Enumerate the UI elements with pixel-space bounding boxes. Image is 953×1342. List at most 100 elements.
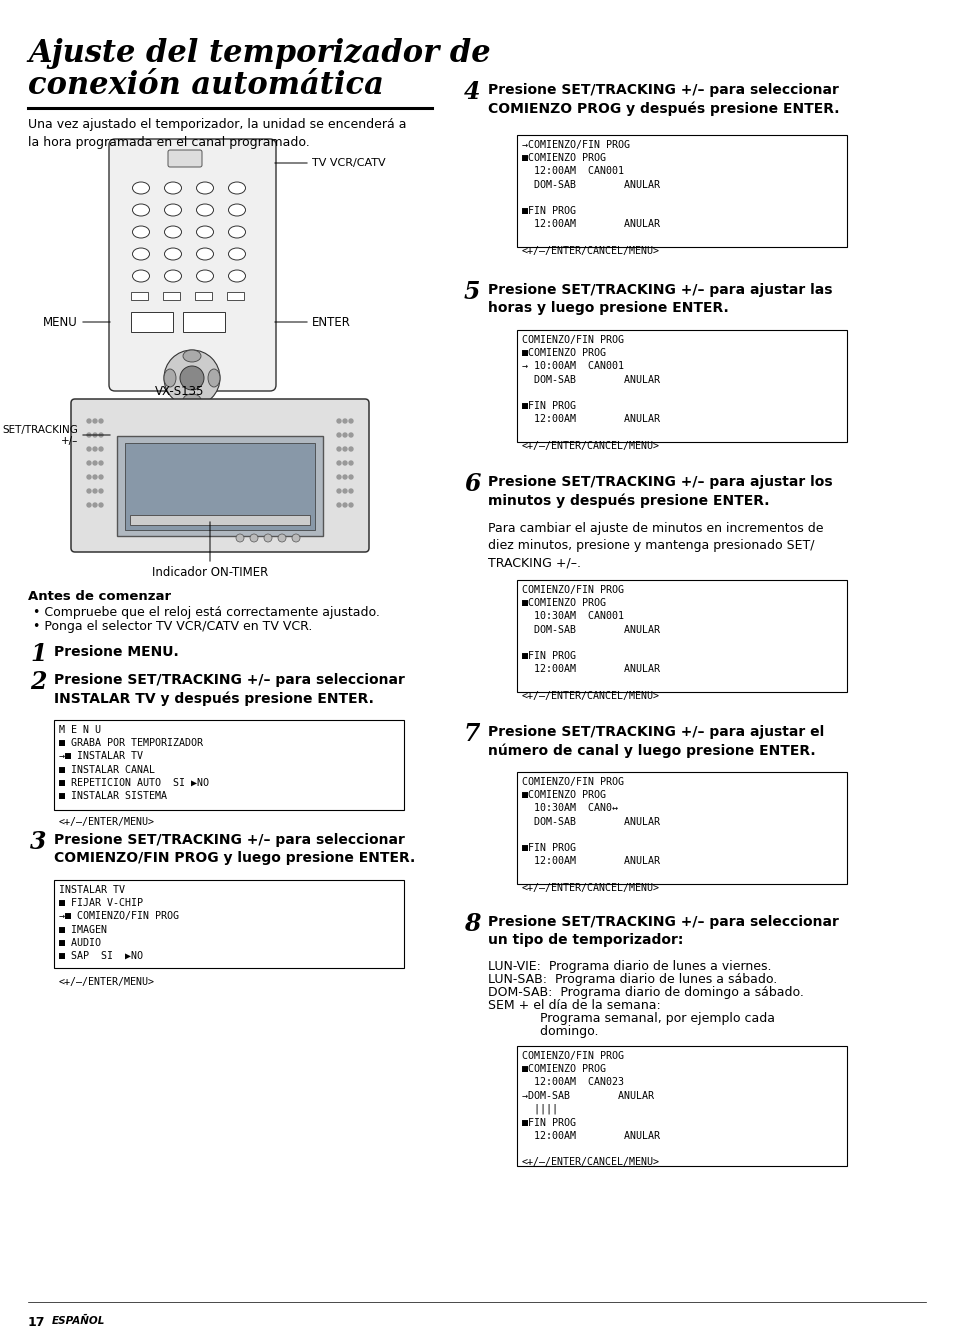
Circle shape — [213, 404, 227, 417]
Text: 4: 4 — [463, 81, 480, 103]
Text: LUN-VIE:  Programa diario de lunes a viernes.: LUN-VIE: Programa diario de lunes a vier… — [488, 960, 771, 973]
Text: M E N U
■ GRABA POR TEMPORIZADOR
→■ INSTALAR TV
■ INSTALAR CANAL
■ REPETICION AU: M E N U ■ GRABA POR TEMPORIZADOR →■ INST… — [59, 725, 209, 828]
Circle shape — [99, 475, 103, 479]
Bar — [211, 429, 233, 439]
Circle shape — [349, 462, 353, 464]
Circle shape — [92, 488, 97, 493]
Ellipse shape — [164, 204, 181, 216]
Circle shape — [180, 366, 204, 391]
Circle shape — [349, 433, 353, 437]
Ellipse shape — [229, 183, 245, 195]
Text: 8: 8 — [463, 913, 480, 935]
Ellipse shape — [164, 183, 181, 195]
Circle shape — [157, 404, 171, 417]
Circle shape — [193, 404, 208, 417]
Circle shape — [250, 534, 257, 542]
Circle shape — [343, 462, 347, 464]
Ellipse shape — [229, 225, 245, 238]
Bar — [131, 293, 148, 301]
Bar — [131, 311, 172, 331]
Ellipse shape — [196, 270, 213, 282]
Circle shape — [175, 404, 190, 417]
Bar — [130, 515, 310, 525]
Ellipse shape — [164, 270, 181, 282]
Circle shape — [292, 534, 299, 542]
Circle shape — [87, 503, 91, 507]
Ellipse shape — [196, 225, 213, 238]
Bar — [163, 293, 180, 301]
Text: Presione SET/TRACKING +/– para ajustar el
número de canal y luego presione ENTER: Presione SET/TRACKING +/– para ajustar e… — [488, 725, 823, 758]
Ellipse shape — [196, 248, 213, 260]
Text: TV VCR/CATV: TV VCR/CATV — [312, 158, 385, 168]
Text: ENTER: ENTER — [312, 315, 351, 329]
Circle shape — [92, 447, 97, 451]
Bar — [54, 880, 403, 968]
Circle shape — [99, 488, 103, 493]
Bar — [157, 429, 179, 439]
Circle shape — [336, 475, 340, 479]
Bar — [194, 293, 212, 301]
Circle shape — [99, 447, 103, 451]
Text: +/–: +/– — [61, 436, 78, 446]
Ellipse shape — [183, 395, 201, 407]
Ellipse shape — [164, 248, 181, 260]
Text: 2: 2 — [30, 670, 47, 694]
Text: • Ponga el selector TV VCR/CATV en TV VCR.: • Ponga el selector TV VCR/CATV en TV VC… — [33, 620, 312, 633]
Circle shape — [349, 503, 353, 507]
Circle shape — [343, 447, 347, 451]
Circle shape — [336, 488, 340, 493]
Circle shape — [99, 433, 103, 437]
Circle shape — [343, 419, 347, 423]
Circle shape — [336, 433, 340, 437]
Text: 17: 17 — [28, 1317, 46, 1329]
FancyBboxPatch shape — [71, 399, 369, 552]
Ellipse shape — [164, 369, 175, 386]
Text: LUN-SAB:  Programa diario de lunes a sábado.: LUN-SAB: Programa diario de lunes a sába… — [488, 973, 777, 986]
Text: domingo.: domingo. — [488, 1025, 598, 1037]
Circle shape — [164, 350, 220, 407]
Bar — [517, 330, 846, 442]
Circle shape — [343, 503, 347, 507]
Circle shape — [349, 447, 353, 451]
Text: →COMIENZO/FIN PROG
■COMIENZO PROG
  12:00AM  CAN001
  DOM-SAB        ANULAR

■FI: →COMIENZO/FIN PROG ■COMIENZO PROG 12:00A… — [521, 140, 659, 255]
Bar — [517, 136, 846, 247]
Bar — [517, 772, 846, 884]
Circle shape — [349, 488, 353, 493]
Text: Indicador ON-TIMER: Indicador ON-TIMER — [152, 566, 268, 578]
Text: Presione SET/TRACKING +/– para ajustar los
minutos y después presione ENTER.: Presione SET/TRACKING +/– para ajustar l… — [488, 475, 832, 509]
Circle shape — [92, 475, 97, 479]
Text: Presione SET/TRACKING +/– para seleccionar
COMIENZO PROG y después presione ENTE: Presione SET/TRACKING +/– para seleccion… — [488, 83, 839, 117]
Text: Para cambiar el ajuste de minutos en incrementos de
diez minutos, presione y man: Para cambiar el ajuste de minutos en inc… — [488, 522, 822, 569]
Text: Presione MENU.: Presione MENU. — [54, 646, 178, 659]
Circle shape — [349, 475, 353, 479]
Circle shape — [264, 534, 272, 542]
Ellipse shape — [132, 183, 150, 195]
Circle shape — [336, 447, 340, 451]
Bar — [183, 311, 225, 331]
Ellipse shape — [196, 204, 213, 216]
Circle shape — [92, 462, 97, 464]
Text: Programa semanal, por ejemplo cada: Programa semanal, por ejemplo cada — [488, 1012, 774, 1025]
Text: 5: 5 — [463, 280, 480, 305]
Text: COMIENZO/FIN PROG
■COMIENZO PROG
  10:30AM  CAN0↔
  DOM-SAB        ANULAR

■FIN : COMIENZO/FIN PROG ■COMIENZO PROG 10:30AM… — [521, 777, 659, 892]
Bar — [227, 293, 244, 301]
Text: COMIENZO/FIN PROG
■COMIENZO PROG
  12:00AM  CAN023
→DOM-SAB        ANULAR
  ||||: COMIENZO/FIN PROG ■COMIENZO PROG 12:00AM… — [521, 1051, 659, 1168]
Ellipse shape — [183, 350, 201, 362]
Circle shape — [336, 503, 340, 507]
Text: 7: 7 — [463, 722, 480, 746]
Circle shape — [87, 475, 91, 479]
Text: • Compruebe que el reloj está correctamente ajustado.: • Compruebe que el reloj está correctame… — [33, 607, 379, 619]
Text: 3: 3 — [30, 829, 47, 854]
Ellipse shape — [229, 270, 245, 282]
Text: conexión automática: conexión automática — [28, 70, 383, 101]
Text: INSTALAR TV
■ FIJAR V-CHIP
→■ COMIENZO/FIN PROG
■ IMAGEN
■ AUDIO
■ SAP  SI  ▶NO
: INSTALAR TV ■ FIJAR V-CHIP →■ COMIENZO/F… — [59, 884, 179, 988]
FancyBboxPatch shape — [168, 150, 202, 166]
Circle shape — [92, 503, 97, 507]
Text: SEM + el día de la semana:: SEM + el día de la semana: — [488, 998, 660, 1012]
Bar — [517, 1045, 846, 1166]
Ellipse shape — [132, 248, 150, 260]
Circle shape — [87, 488, 91, 493]
Text: COMIENZO/FIN PROG
■COMIENZO PROG
→ 10:00AM  CAN001
  DOM-SAB        ANULAR

■FIN: COMIENZO/FIN PROG ■COMIENZO PROG → 10:00… — [521, 336, 659, 451]
Circle shape — [343, 488, 347, 493]
Text: ESPAÑOL: ESPAÑOL — [52, 1317, 105, 1326]
